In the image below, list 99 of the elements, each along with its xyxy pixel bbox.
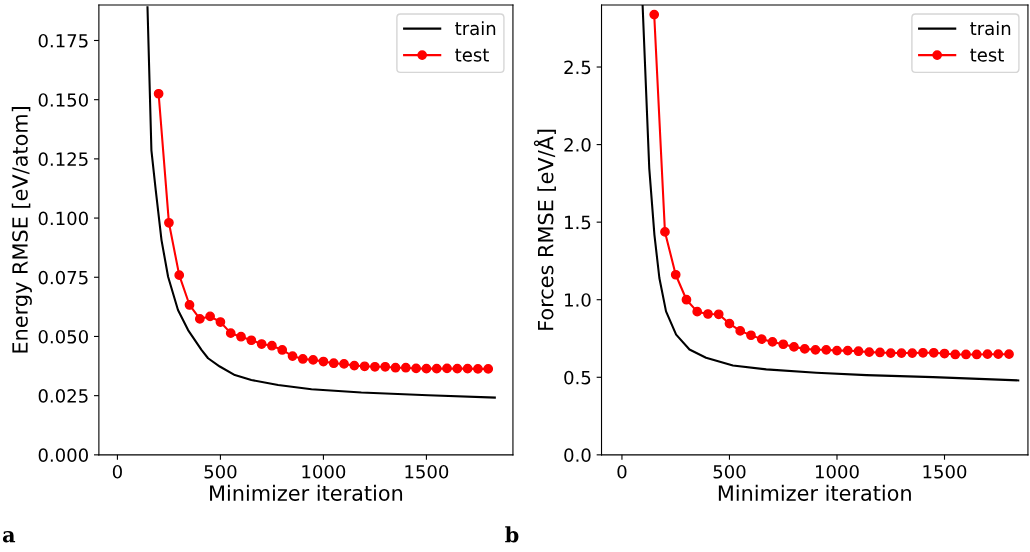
x-tick-label: 0 <box>112 464 122 479</box>
y-tick-label: 0.000 <box>38 448 88 462</box>
point <box>215 317 226 327</box>
y-tick-label: 0.025 <box>38 389 88 403</box>
point <box>442 363 452 374</box>
point <box>483 364 494 374</box>
y-tick-label: 0.125 <box>38 152 88 166</box>
y-tick-label: 0.0 <box>564 448 591 462</box>
point <box>853 346 864 357</box>
x-tick-label: 1500 <box>923 464 967 479</box>
point <box>287 351 298 361</box>
point <box>950 349 961 360</box>
point <box>799 344 810 354</box>
point <box>703 309 713 319</box>
point <box>359 361 370 372</box>
point <box>810 344 821 355</box>
point <box>246 335 257 346</box>
point <box>724 318 735 329</box>
point <box>308 355 318 365</box>
point <box>236 331 246 342</box>
point <box>896 348 907 358</box>
y-tick-label: 0.175 <box>38 33 88 48</box>
y-tick-label: 0.5 <box>564 370 591 385</box>
point <box>462 363 473 374</box>
point <box>205 311 215 322</box>
point <box>1004 349 1014 360</box>
point <box>349 360 360 371</box>
point <box>971 349 982 360</box>
x-tick-label: 0 <box>617 464 627 479</box>
point <box>961 349 971 360</box>
x-tick-label: 1500 <box>405 464 449 479</box>
point <box>660 227 670 237</box>
point <box>918 347 928 358</box>
point <box>256 339 267 349</box>
point <box>907 348 918 358</box>
point <box>778 339 789 350</box>
x-axis-title: Minimizer iteration <box>718 484 911 501</box>
point <box>174 270 185 280</box>
legend-label: test <box>970 48 1004 62</box>
y-axis-title: Energy RMSE [eV/atom] <box>11 107 32 353</box>
y-tick-label: 1.5 <box>565 215 591 230</box>
point <box>164 217 174 228</box>
point <box>939 348 950 359</box>
y-tick-label: 0.150 <box>38 93 88 107</box>
point <box>328 358 339 369</box>
point <box>735 326 746 336</box>
point <box>842 345 853 356</box>
x-tick-label: 500 <box>713 464 746 479</box>
point <box>473 364 483 374</box>
text: a <box>2 531 16 543</box>
point <box>649 9 660 20</box>
point <box>885 348 896 358</box>
point <box>832 345 842 356</box>
point <box>713 309 724 320</box>
point <box>821 344 832 355</box>
point <box>789 342 799 352</box>
point <box>318 356 329 367</box>
point <box>421 363 432 374</box>
point <box>267 340 277 351</box>
text: b <box>505 526 519 543</box>
point <box>670 269 681 280</box>
x-tick-label: 1000 <box>815 464 859 479</box>
point <box>153 88 164 99</box>
point <box>277 345 288 355</box>
point <box>692 306 703 317</box>
point <box>390 362 401 373</box>
y-tick-label: 0.075 <box>38 270 88 285</box>
point <box>297 354 308 364</box>
legend-label: test <box>455 48 489 62</box>
point <box>746 330 756 341</box>
point <box>400 362 411 373</box>
point <box>681 294 692 305</box>
point <box>993 349 1004 360</box>
y-tick-label: 2.0 <box>564 138 591 152</box>
point <box>339 359 349 369</box>
point <box>370 361 380 372</box>
point <box>864 347 875 358</box>
legend-label: train <box>970 21 1011 36</box>
point <box>928 347 939 358</box>
x-axis-title: Minimizer iteration <box>210 484 403 501</box>
legend-label: train <box>455 21 496 36</box>
point <box>225 328 236 339</box>
y-tick-label: 1.0 <box>565 293 591 307</box>
x-tick-label: 500 <box>204 464 237 479</box>
point <box>452 363 463 374</box>
point <box>982 349 993 360</box>
point <box>431 363 442 374</box>
point <box>380 361 391 372</box>
point <box>184 300 195 310</box>
y-tick-label: 0.100 <box>38 211 88 226</box>
y-tick-label: 2.5 <box>564 60 591 75</box>
y-tick-label: 0.050 <box>38 329 88 344</box>
point <box>756 334 767 344</box>
point <box>767 337 778 347</box>
point <box>875 347 885 358</box>
x-tick-label: 1000 <box>302 464 346 479</box>
point <box>194 314 205 324</box>
point <box>411 363 421 374</box>
y-axis-title: Forces RMSE [eV/Å] <box>533 129 556 330</box>
